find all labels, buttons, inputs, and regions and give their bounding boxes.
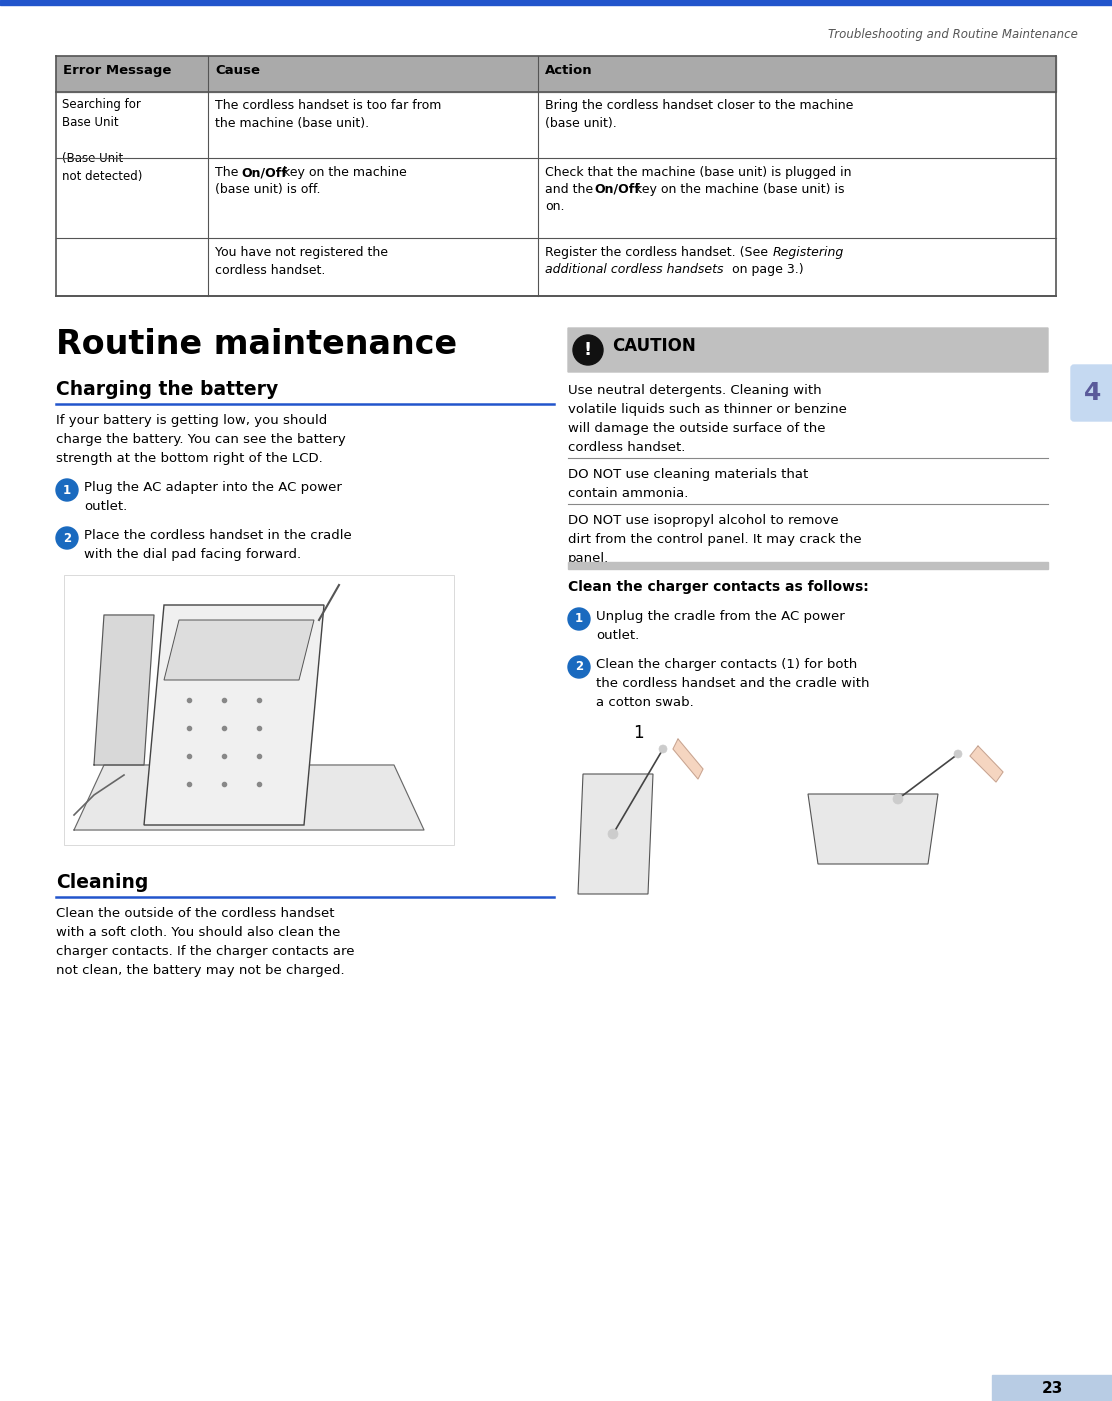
- Text: additional cordless handsets: additional cordless handsets: [545, 263, 724, 276]
- Text: CAUTION: CAUTION: [612, 338, 696, 354]
- Polygon shape: [970, 745, 1003, 782]
- Bar: [64, 574, 454, 845]
- FancyBboxPatch shape: [1071, 366, 1112, 420]
- Text: on.: on.: [545, 200, 565, 213]
- Text: Error Message: Error Message: [63, 64, 171, 77]
- Bar: [992, 1374, 1112, 1401]
- Text: DO NOT use isopropyl alcohol to remove
dirt from the control panel. It may crack: DO NOT use isopropyl alcohol to remove d…: [568, 514, 862, 565]
- Text: 1: 1: [63, 483, 71, 496]
- Text: 4: 4: [1084, 381, 1102, 405]
- Text: Register the cordless handset. (See: Register the cordless handset. (See: [545, 247, 772, 259]
- Text: 1: 1: [633, 724, 644, 743]
- Polygon shape: [143, 605, 324, 825]
- Circle shape: [608, 829, 618, 839]
- FancyBboxPatch shape: [568, 328, 1048, 373]
- Text: Clean the charger contacts as follows:: Clean the charger contacts as follows:: [568, 580, 868, 594]
- Text: Searching for
Base Unit

(Base Unit
not detected): Searching for Base Unit (Base Unit not d…: [62, 98, 142, 184]
- Text: key on the machine: key on the machine: [279, 165, 407, 179]
- Circle shape: [56, 527, 78, 549]
- Text: On/Off: On/Off: [594, 184, 639, 196]
- Text: Troubleshooting and Routine Maintenance: Troubleshooting and Routine Maintenance: [828, 28, 1078, 41]
- Text: Use neutral detergents. Cleaning with
volatile liquids such as thinner or benzin: Use neutral detergents. Cleaning with vo…: [568, 384, 847, 454]
- Text: Check that the machine (base unit) is plugged in: Check that the machine (base unit) is pl…: [545, 165, 852, 179]
- Text: (base unit) is off.: (base unit) is off.: [215, 184, 320, 196]
- Text: Action: Action: [545, 64, 593, 77]
- Text: Registering: Registering: [773, 247, 844, 259]
- Text: 2: 2: [575, 660, 583, 674]
- Text: Clean the outside of the cordless handset
with a soft cloth. You should also cle: Clean the outside of the cordless handse…: [56, 906, 355, 976]
- Circle shape: [56, 479, 78, 502]
- Text: 23: 23: [1041, 1381, 1063, 1395]
- Text: Place the cordless handset in the cradle
with the dial pad facing forward.: Place the cordless handset in the cradle…: [85, 530, 351, 560]
- Bar: [56, 56, 1056, 92]
- Text: The: The: [215, 165, 242, 179]
- Text: Routine maintenance: Routine maintenance: [56, 328, 457, 361]
- Text: on page 3.): on page 3.): [728, 263, 804, 276]
- Bar: [0, 0, 1112, 6]
- Text: Bring the cordless handset closer to the machine
(base unit).: Bring the cordless handset closer to the…: [545, 99, 853, 130]
- Polygon shape: [673, 738, 703, 779]
- Text: If your battery is getting low, you should
charge the battery. You can see the b: If your battery is getting low, you shou…: [56, 415, 346, 465]
- Text: 1: 1: [575, 612, 583, 625]
- Text: and the: and the: [545, 184, 597, 196]
- Polygon shape: [578, 773, 653, 894]
- Text: The cordless handset is too far from
the machine (base unit).: The cordless handset is too far from the…: [215, 99, 441, 130]
- Text: Unplug the cradle from the AC power
outlet.: Unplug the cradle from the AC power outl…: [596, 609, 845, 642]
- Circle shape: [568, 608, 590, 630]
- Text: Cleaning: Cleaning: [56, 873, 148, 892]
- Circle shape: [954, 750, 962, 758]
- Text: On/Off: On/Off: [241, 165, 287, 179]
- Bar: [568, 562, 1048, 569]
- Circle shape: [893, 794, 903, 804]
- Polygon shape: [808, 794, 939, 864]
- Text: Plug the AC adapter into the AC power
outlet.: Plug the AC adapter into the AC power ou…: [85, 481, 341, 513]
- Text: Clean the charger contacts (1) for both
the cordless handset and the cradle with: Clean the charger contacts (1) for both …: [596, 658, 870, 709]
- Polygon shape: [75, 765, 424, 829]
- Polygon shape: [163, 621, 314, 679]
- Polygon shape: [95, 615, 153, 765]
- Circle shape: [573, 335, 603, 366]
- Text: !: !: [584, 340, 592, 359]
- Text: DO NOT use cleaning materials that
contain ammonia.: DO NOT use cleaning materials that conta…: [568, 468, 808, 500]
- Text: Charging the battery: Charging the battery: [56, 380, 278, 399]
- Text: Cause: Cause: [215, 64, 260, 77]
- Text: You have not registered the
cordless handset.: You have not registered the cordless han…: [215, 247, 388, 277]
- Text: 2: 2: [63, 531, 71, 545]
- Text: key on the machine (base unit) is: key on the machine (base unit) is: [631, 184, 844, 196]
- Circle shape: [659, 745, 667, 752]
- Circle shape: [568, 656, 590, 678]
